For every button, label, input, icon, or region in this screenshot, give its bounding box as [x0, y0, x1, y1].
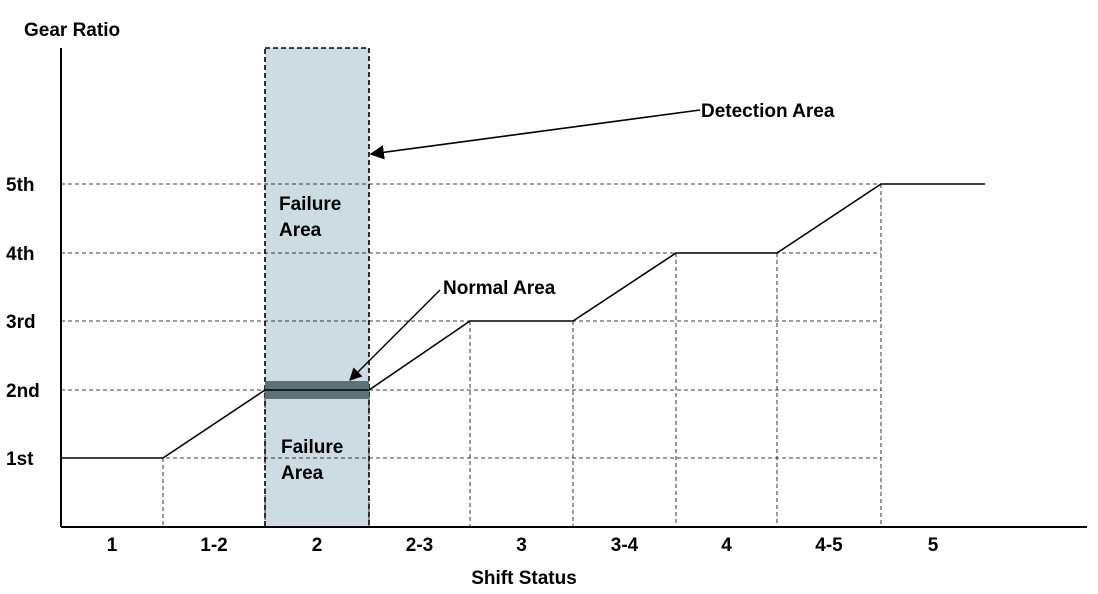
x-tick-label-1: 1 [107, 535, 118, 556]
detection-area-box [264, 47, 370, 528]
detection-area-label: Detection Area [701, 101, 835, 122]
detection-area-arrow [369, 109, 701, 160]
x-axis-title: Shift Status [471, 568, 577, 589]
failure-area-lower-line2: Area [281, 463, 324, 484]
y-tick-labels: 1st 2nd 3rd 4th 5th [6, 175, 40, 470]
x-tick-label-3-4: 3-4 [611, 535, 639, 556]
gear-ratio-line [61, 183, 985, 459]
y-tick-label-3rd: 3rd [6, 312, 36, 333]
failure-area-lower-line1: Failure [281, 437, 343, 458]
y-tick-label-1st: 1st [6, 449, 34, 470]
guide-lines [61, 183, 882, 527]
x-tick-label-1-2: 1-2 [200, 535, 227, 556]
x-tick-label-2-3: 2-3 [406, 535, 433, 556]
x-tick-label-5: 5 [928, 535, 939, 556]
x-tick-label-3: 3 [516, 535, 527, 556]
normal-area-arrow [349, 289, 441, 381]
normal-area-label: Normal Area [443, 278, 556, 299]
x-tick-label-4: 4 [721, 535, 732, 556]
failure-area-upper-line2: Area [279, 220, 322, 241]
y-tick-label-4th: 4th [6, 244, 35, 265]
y-axis-title: Gear Ratio [24, 20, 120, 41]
failure-area-upper-line1: Failure [279, 194, 341, 215]
y-tick-label-5th: 5th [6, 175, 35, 196]
y-tick-label-2nd: 2nd [6, 381, 40, 402]
x-tick-labels: 1 1-2 2 2-3 3 3-4 4 4-5 5 [107, 535, 939, 556]
x-tick-label-2: 2 [312, 535, 323, 556]
x-tick-label-4-5: 4-5 [815, 535, 843, 556]
